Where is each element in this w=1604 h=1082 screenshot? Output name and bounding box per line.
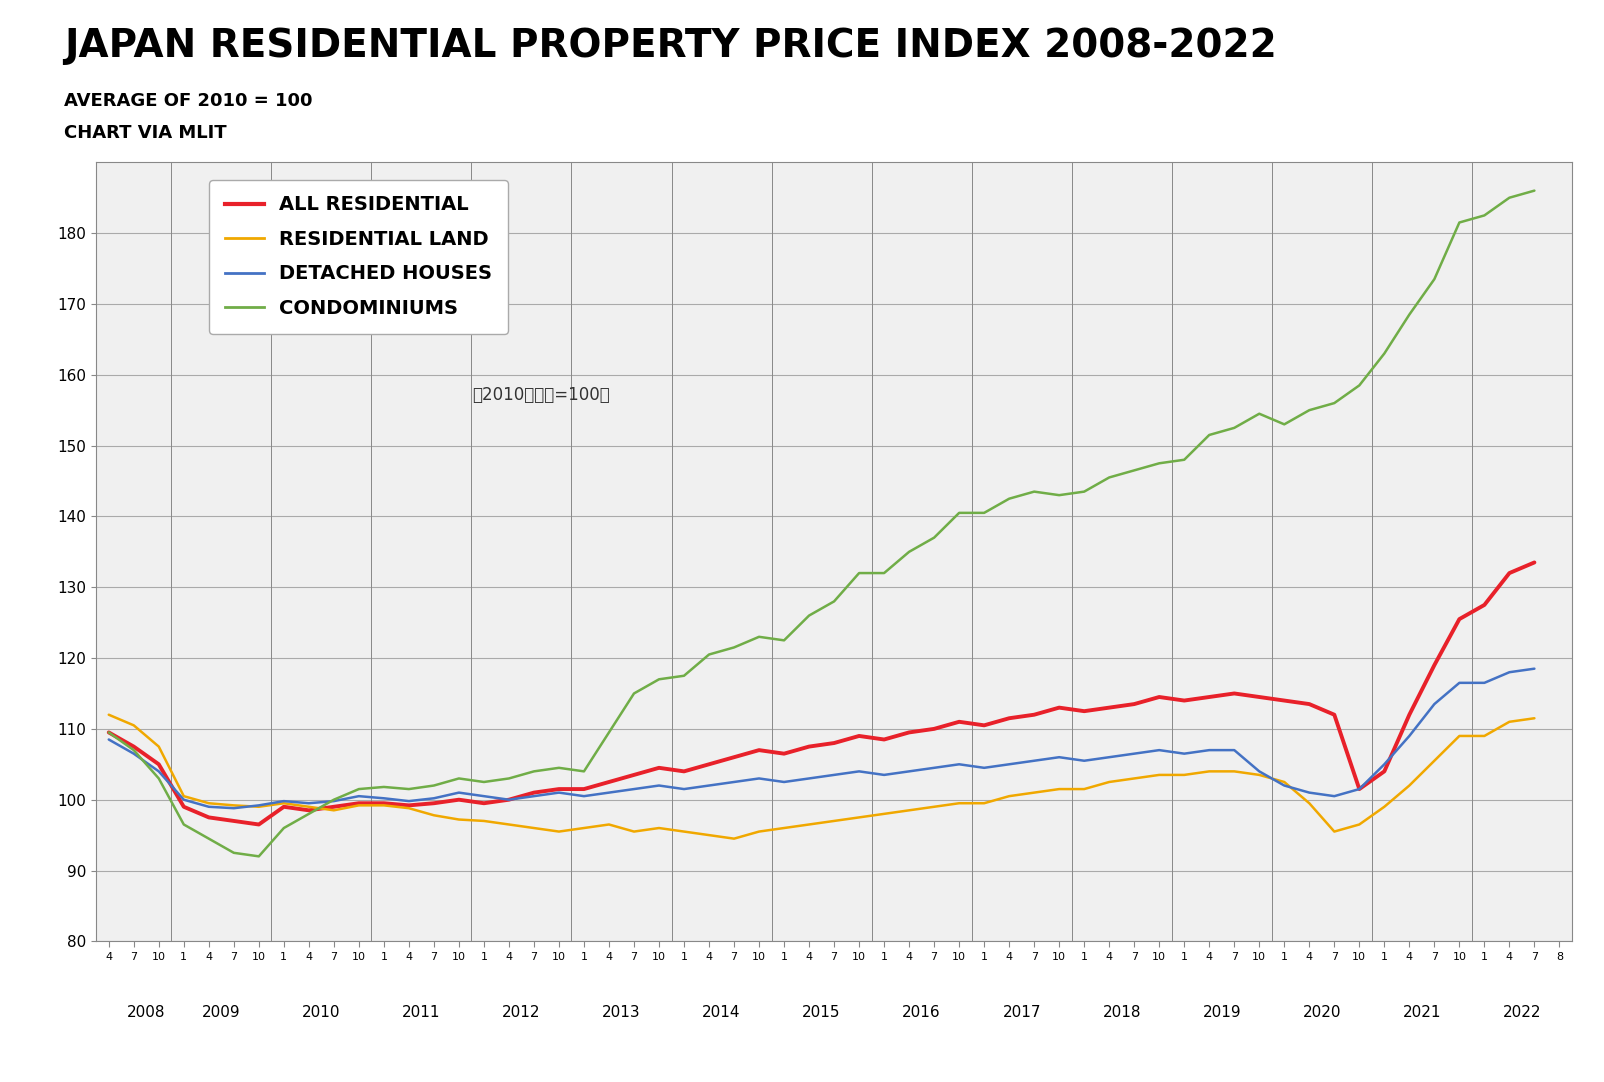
Text: （2010年平均=100）: （2010年平均=100）	[473, 386, 610, 404]
Text: 2008: 2008	[127, 1005, 165, 1020]
Text: 2012: 2012	[502, 1005, 541, 1020]
Text: 2015: 2015	[802, 1005, 840, 1020]
Text: 2010: 2010	[302, 1005, 340, 1020]
Text: 2020: 2020	[1302, 1005, 1341, 1020]
Legend: ALL RESIDENTIAL, RESIDENTIAL LAND, DETACHED HOUSES, CONDOMINIUMS: ALL RESIDENTIAL, RESIDENTIAL LAND, DETAC…	[209, 180, 508, 333]
Text: 2022: 2022	[1503, 1005, 1541, 1020]
Text: 2013: 2013	[602, 1005, 640, 1020]
Text: 2017: 2017	[1002, 1005, 1041, 1020]
Text: 2021: 2021	[1402, 1005, 1440, 1020]
Text: 2011: 2011	[403, 1005, 441, 1020]
Text: 2016: 2016	[903, 1005, 942, 1020]
Text: 2009: 2009	[202, 1005, 241, 1020]
Text: CHART VIA MLIT: CHART VIA MLIT	[64, 124, 226, 143]
Text: 2019: 2019	[1203, 1005, 1241, 1020]
Text: AVERAGE OF 2010 = 100: AVERAGE OF 2010 = 100	[64, 92, 313, 110]
Text: 2014: 2014	[703, 1005, 741, 1020]
Text: 2018: 2018	[1102, 1005, 1140, 1020]
Text: JAPAN RESIDENTIAL PROPERTY PRICE INDEX 2008-2022: JAPAN RESIDENTIAL PROPERTY PRICE INDEX 2…	[64, 27, 1277, 65]
